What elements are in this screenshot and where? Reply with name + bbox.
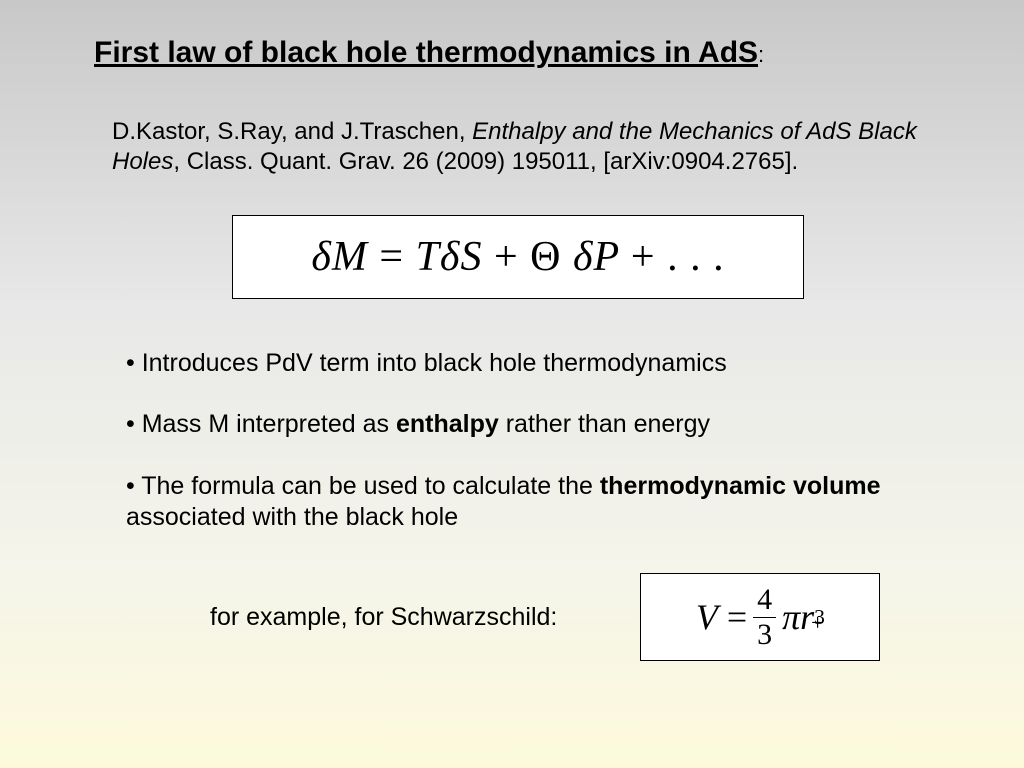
schwarzschild-volume-equation: V = 43 πr3+ bbox=[696, 585, 824, 650]
citation-authors: D.Kastor, S.Ray, and J.Traschen, bbox=[112, 118, 472, 145]
example-label: for example, for Schwarzschild: bbox=[210, 603, 557, 632]
title-colon: : bbox=[758, 42, 764, 67]
volume-equation-box: V = 43 πr3+ bbox=[640, 573, 880, 661]
slide-title: First law of black hole thermodynamics i… bbox=[94, 36, 764, 70]
bullet-3-post: associated with the black hole bbox=[126, 503, 458, 531]
bullet-2: • Mass M interpreted as enthalpy rather … bbox=[126, 409, 916, 440]
first-law-equation: δM = TδS + Θ δP + . . . bbox=[311, 233, 724, 281]
main-equation-box: δM = TδS + Θ δP + . . . bbox=[232, 215, 804, 299]
citation-block: D.Kastor, S.Ray, and J.Traschen, Enthalp… bbox=[112, 117, 922, 177]
bullet-2-post: rather than energy bbox=[499, 410, 710, 438]
bullet-list: • Introduces PdV term into black hole th… bbox=[126, 348, 916, 563]
title-text: First law of black hole thermodynamics i… bbox=[94, 36, 758, 69]
citation-journal: , Class. Quant. Grav. 26 (2009) 195011, … bbox=[173, 148, 798, 175]
bullet-3-pre: The formula can be used to calculate the bbox=[141, 472, 600, 500]
bullet-1-text: Introduces PdV term into black hole ther… bbox=[142, 349, 727, 377]
bullet-3-bold: thermodynamic volume bbox=[600, 472, 881, 500]
bullet-2-pre: Mass M interpreted as bbox=[142, 410, 396, 438]
bullet-3: • The formula can be used to calculate t… bbox=[126, 471, 916, 534]
bullet-1: • Introduces PdV term into black hole th… bbox=[126, 348, 916, 379]
bullet-2-bold: enthalpy bbox=[396, 410, 499, 438]
